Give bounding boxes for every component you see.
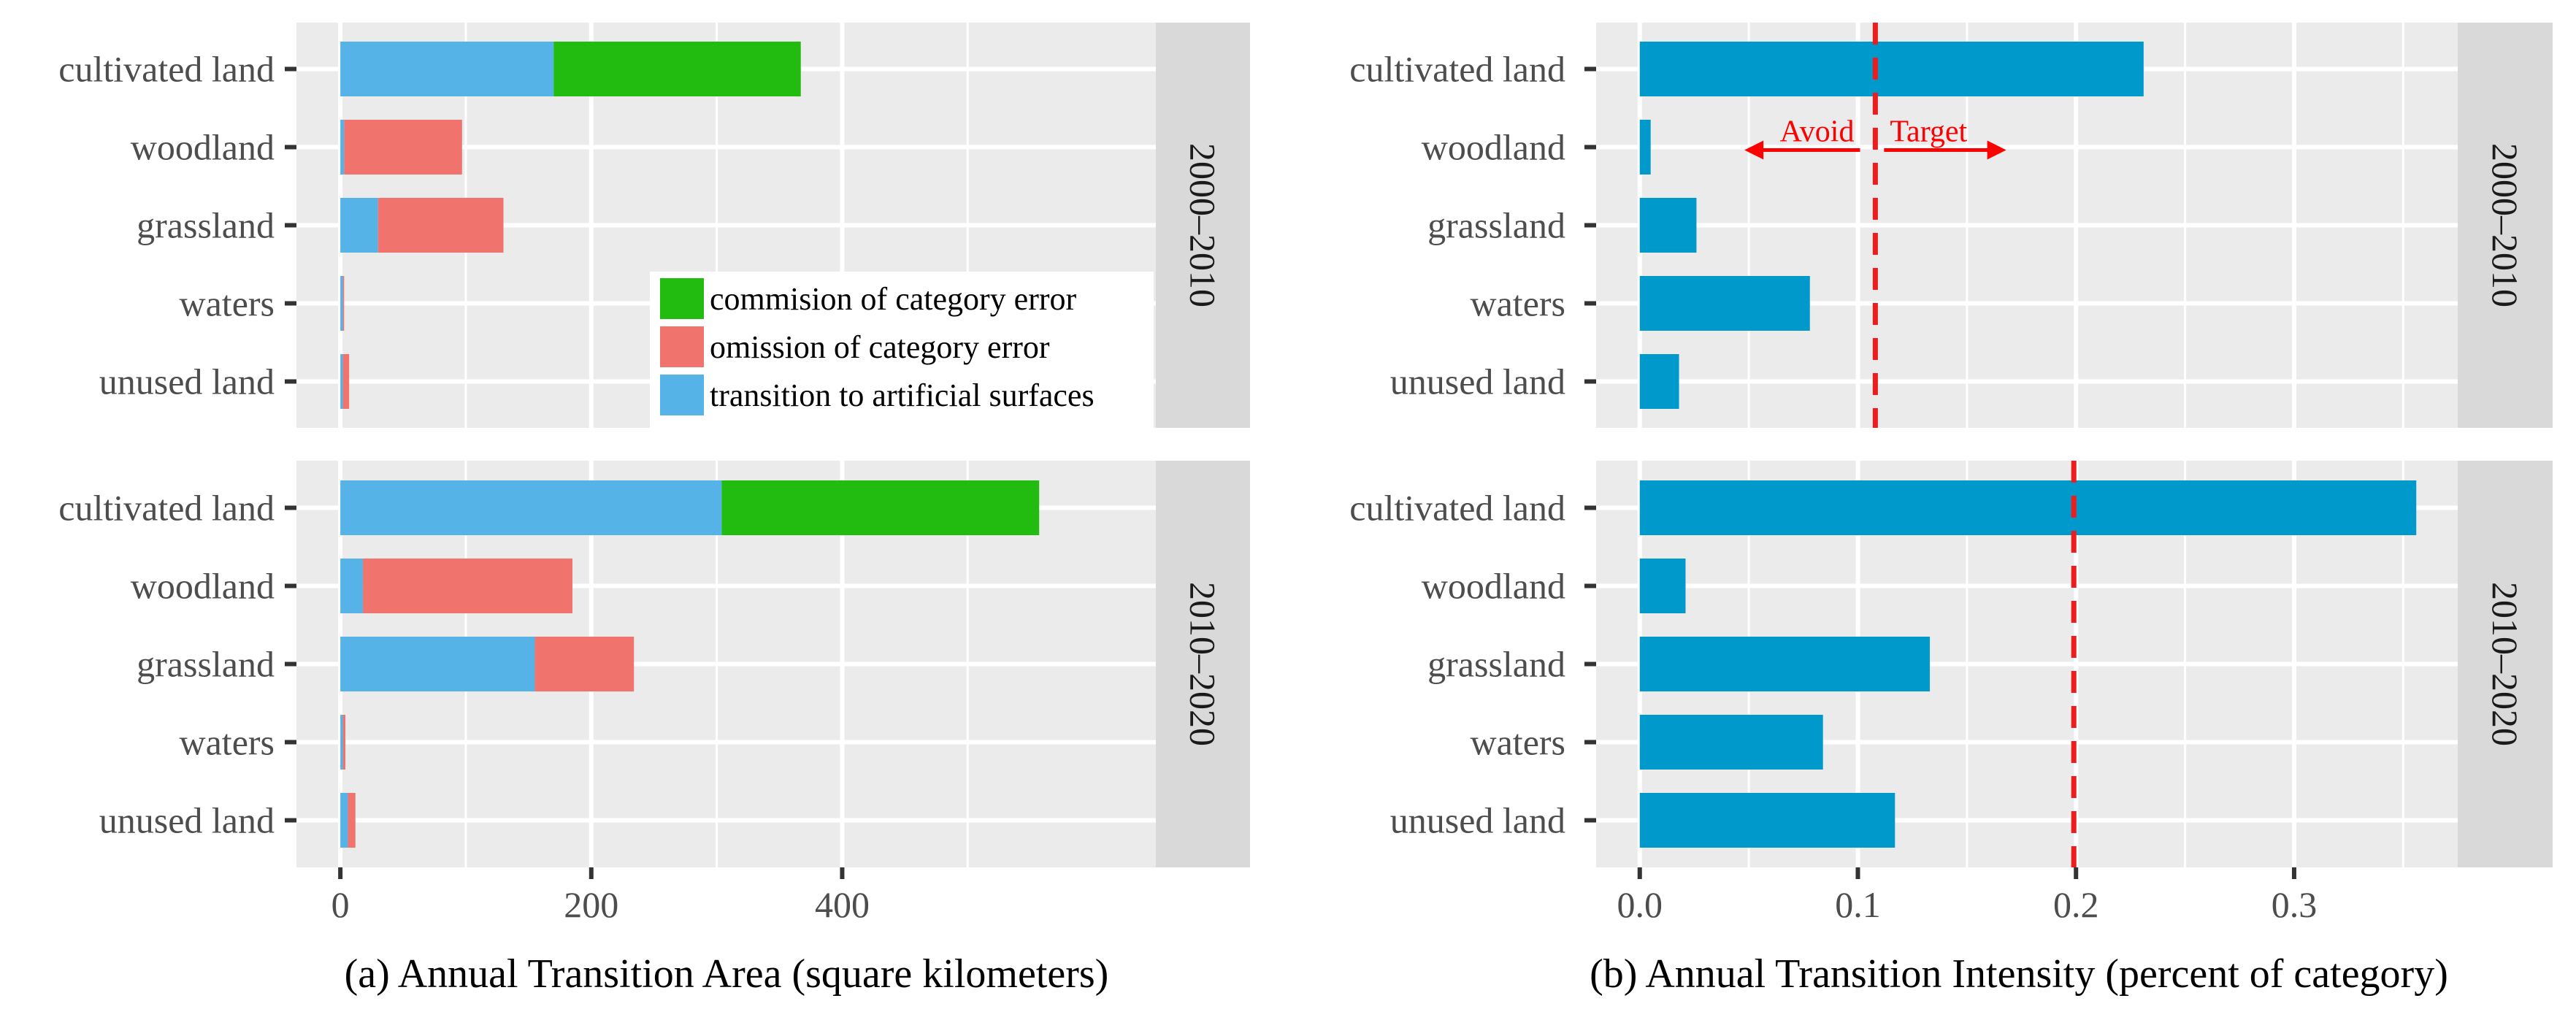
facet-strip-label: 2010–2020 [2485, 582, 2526, 746]
bar-intensity-woodland [1639, 559, 1686, 613]
legend-key-omission [660, 326, 704, 367]
category-label: waters [180, 722, 275, 763]
category-label: cultivated land [58, 488, 275, 529]
category-label: grassland [1427, 205, 1565, 246]
x-tick-label: 0 [331, 884, 350, 925]
arrowhead-icon [1987, 140, 2006, 160]
category-label: grassland [1427, 644, 1565, 685]
bar-transition-unused-land [340, 793, 348, 848]
bar-omission-waters [342, 715, 346, 770]
category-label: waters [180, 283, 275, 324]
panel-a: cultivated land woodland grassland waters un… [58, 23, 1250, 997]
facet-strip-label: 2000–2010 [2485, 143, 2526, 307]
facet-strip [2458, 23, 2553, 428]
bar-intensity-woodland [1639, 120, 1651, 174]
category-label: grassland [137, 644, 275, 685]
x-axis-title: (a) Annual Transition Area (square kilom… [345, 951, 1109, 997]
bar-omission-unused-land [342, 354, 350, 409]
category-label: unused land [1390, 361, 1565, 402]
bar-intensity-grassland [1639, 637, 1931, 691]
bar-intensity-unused-land [1639, 354, 1679, 409]
bar-transition-cultivated-land [340, 42, 554, 96]
bar-transition-waters [340, 715, 343, 770]
bar-intensity-waters [1639, 715, 1823, 770]
bar-omission-grassland [377, 198, 504, 253]
x-tick-label: 400 [815, 884, 870, 925]
bar-omission-woodland [363, 559, 573, 613]
bar-omission-grassland [534, 637, 635, 691]
x-tick-label: 200 [564, 884, 618, 925]
legend: commision of category error omission of c… [650, 272, 1154, 428]
facet-b-2: cultivated land woodland grassland waters un… [1349, 461, 2553, 867]
category-label: cultivated land [1349, 49, 1565, 90]
category-label: cultivated land [1349, 488, 1565, 529]
bar-transition-unused-land [340, 354, 343, 409]
legend-background [650, 272, 1154, 428]
category-label: woodland [131, 127, 275, 168]
category-label: unused land [99, 361, 275, 402]
bar-transition-waters [340, 276, 343, 331]
facet-strip [2458, 461, 2553, 867]
bar-omission-woodland [344, 120, 462, 174]
legend-label-omission: omission of category error [710, 329, 1050, 365]
bar-intensity-grassland [1639, 198, 1697, 253]
bar-omission-unused-land [348, 793, 356, 848]
bar-commission-cultivated-land [553, 42, 801, 96]
category-label: woodland [1422, 566, 1565, 607]
bar-commission-cultivated-land [721, 480, 1040, 535]
category-label: woodland [1422, 127, 1565, 168]
annotation-label-avoid: Avoid [1780, 115, 1855, 149]
annotations: Avoid Target [1744, 115, 2006, 160]
legend-label-commission: commision of category error [710, 281, 1077, 317]
category-label: unused land [1390, 800, 1565, 841]
category-label: unused land [99, 800, 275, 841]
x-tick-label: 0.1 [1835, 884, 1881, 925]
facet-b-1: cultivated land woodland grassland waters un… [1349, 23, 2553, 428]
facet-strip-label: 2010–2020 [1183, 582, 1224, 746]
x-axis-title: (b) Annual Transition Intensity (percent… [1590, 951, 2448, 997]
category-label: grassland [137, 205, 275, 246]
category-label: waters [1471, 722, 1566, 763]
category-label: waters [1471, 283, 1566, 324]
bar-transition-grassland [340, 637, 535, 691]
category-label: cultivated land [58, 49, 275, 90]
legend-key-transition [660, 375, 704, 415]
bar-omission-waters [342, 276, 345, 331]
facet-strip [1156, 23, 1250, 428]
bar-transition-woodland [340, 120, 345, 174]
annotation-label-target: Target [1890, 115, 1967, 149]
facet-a-2: cultivated land woodland grassland waters un… [58, 461, 1250, 867]
x-axis-a: 0 200 400 (a) Annual Transition Area (squar… [331, 867, 1109, 997]
facet-strip [1156, 461, 1250, 867]
legend-label-transition: transition to artificial surfaces [710, 377, 1095, 413]
x-tick-label: 0.3 [2272, 884, 2318, 925]
legend-key-commission [660, 278, 704, 319]
bar-transition-grassland [340, 198, 378, 253]
bar-intensity-waters [1639, 276, 1810, 331]
bar-transition-woodland [340, 559, 364, 613]
arrowhead-icon [1744, 140, 1764, 160]
panel-b: cultivated land woodland grassland waters un… [1349, 23, 2553, 997]
x-tick-label: 0.0 [1617, 884, 1663, 925]
facet-strip-label: 2000–2010 [1183, 143, 1224, 307]
bar-intensity-unused-land [1639, 793, 1895, 848]
bar-intensity-cultivated-land [1639, 42, 2144, 96]
bar-intensity-cultivated-land [1639, 480, 2417, 535]
x-tick-label: 0.2 [2053, 884, 2099, 925]
x-axis-b: 0.0 0.1 0.2 0.3 (b) Annual Transition Intens… [1590, 867, 2448, 997]
bar-transition-cultivated-land [340, 480, 722, 535]
category-label: woodland [131, 566, 275, 607]
